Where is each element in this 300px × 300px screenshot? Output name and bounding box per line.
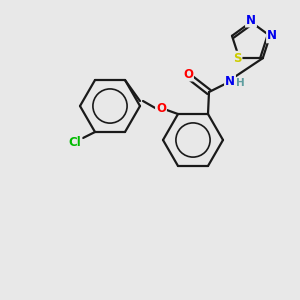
Text: H: H <box>236 78 244 88</box>
Text: N: N <box>246 14 256 26</box>
Text: S: S <box>233 52 242 65</box>
Text: N: N <box>267 29 277 42</box>
Text: N: N <box>225 74 235 88</box>
Text: Cl: Cl <box>69 136 81 148</box>
Text: O: O <box>183 68 193 80</box>
Text: O: O <box>156 101 166 115</box>
